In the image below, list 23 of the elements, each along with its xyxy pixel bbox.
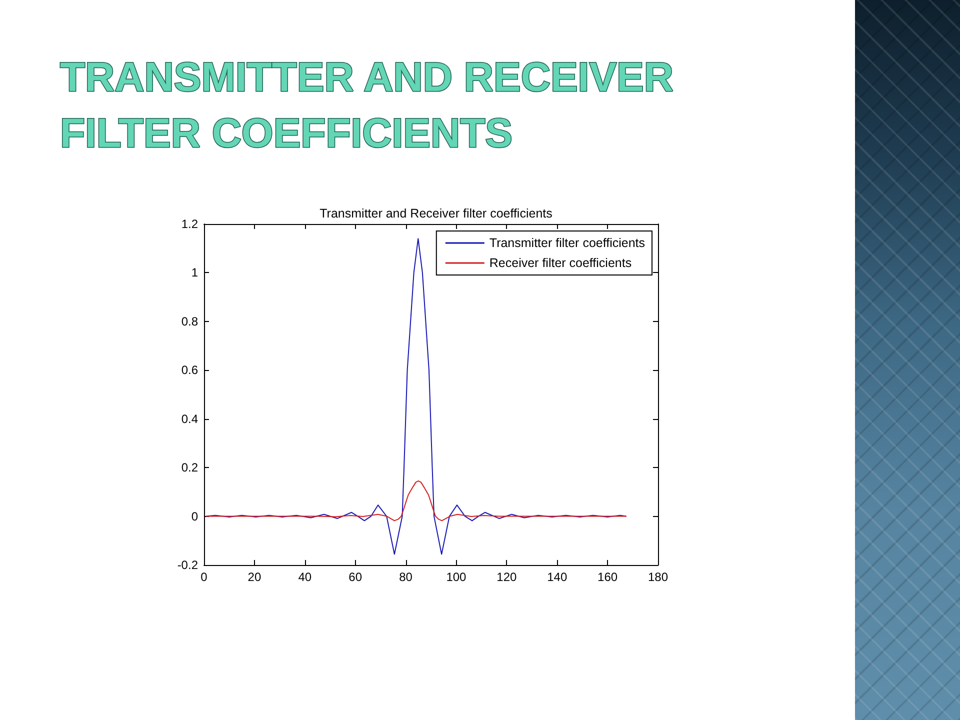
x-tick-label: 60 [348, 570, 362, 584]
x-tick-label: 140 [547, 570, 568, 584]
x-tick-label: 120 [496, 570, 517, 584]
y-tick-label: 0.6 [181, 363, 198, 378]
y-tick-label: 1 [191, 266, 198, 280]
x-tick-label: 40 [298, 570, 312, 584]
y-tick-label: 0 [191, 509, 198, 524]
legend-label: Receiver filter coefficients [489, 256, 632, 270]
line-series [206, 480, 626, 522]
y-tick-label: 0.8 [181, 314, 198, 328]
y-tick-label: 1.2 [181, 217, 198, 231]
x-tick-label: 180 [648, 570, 668, 584]
x-tick-label: 160 [598, 570, 618, 584]
x-tick-label: 80 [399, 570, 413, 584]
chart-title: TRANSMITTER AND RECEIVER FILTER COEFFICIENTS [60, 54, 685, 156]
legend-label: Transmitter filter coefficients [489, 236, 646, 250]
x-tick-label: 0 [200, 570, 208, 584]
x-tick-label: 100 [446, 570, 467, 584]
y-tick-label: -0.2 [177, 558, 198, 572]
y-tick-label: 0.4 [181, 412, 198, 426]
chart-subtitle: Transmitter and Receiver filter coefficients [320, 206, 552, 220]
y-tick-label: 0.2 [181, 460, 198, 475]
x-tick-label: 20 [248, 570, 262, 584]
